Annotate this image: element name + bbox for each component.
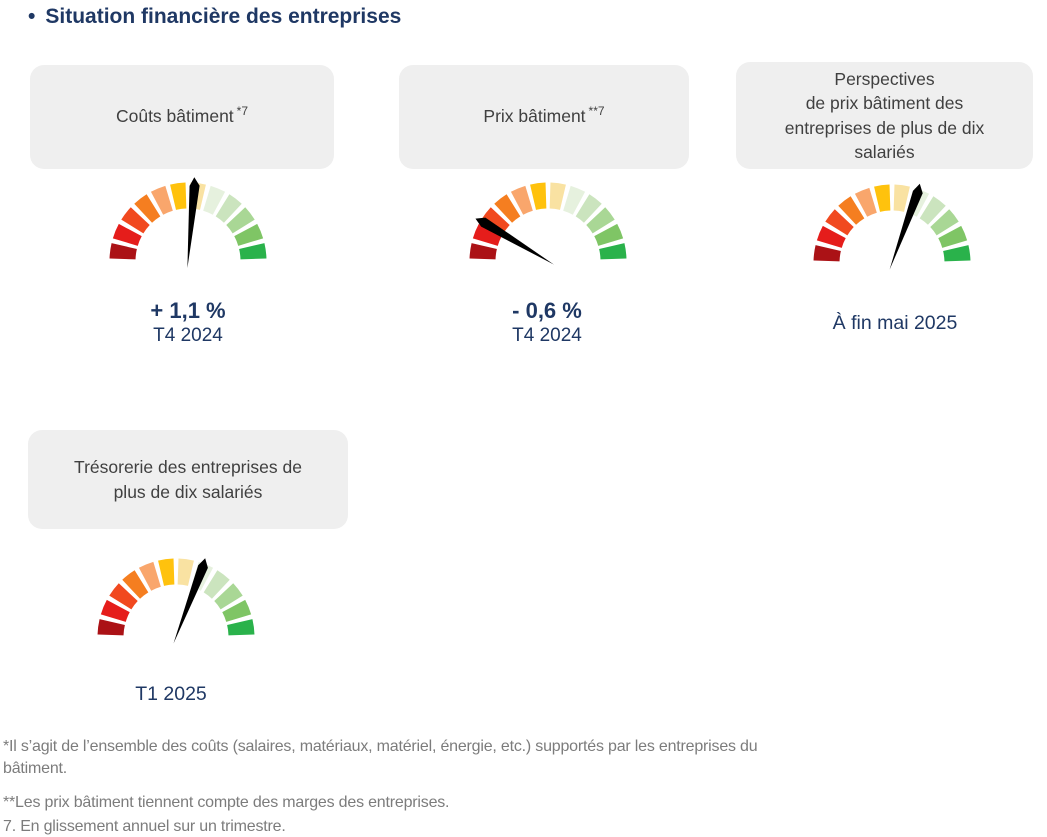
- gauge-period: À fin mai 2025: [832, 312, 958, 334]
- card-title-line: Trésorerie des entreprises de: [74, 457, 302, 477]
- gauge-segment: [121, 207, 150, 234]
- gauge-dial: [813, 183, 971, 270]
- gauge-segment: [158, 558, 175, 586]
- page-title: • Situation financière des entreprises: [28, 5, 401, 29]
- gauge-segment: [930, 209, 959, 236]
- gauge-segment: [594, 223, 624, 247]
- caption-tresorerie: T1 2025: [41, 683, 301, 706]
- caption-couts-batiment: + 1,1 % T4 2024: [58, 298, 318, 347]
- footnote-text: **Les prix bâtiment tiennent compte des …: [3, 794, 450, 811]
- gauge-segment: [816, 225, 846, 249]
- gauge-segment: [562, 185, 586, 215]
- gauge-perspectives-prix: [802, 175, 982, 275]
- footnote-3: 7. En glissement annuel sur un trimestre…: [3, 816, 1013, 837]
- gauge-segment: [813, 245, 841, 262]
- gauge-value: + 1,1 %: [150, 298, 226, 323]
- card-title-line: de prix bâtiment des: [805, 93, 964, 113]
- gauge-segment: [215, 194, 242, 223]
- gauge-segment: [202, 185, 226, 215]
- gauge-segment: [150, 185, 174, 215]
- gauge-needle: [475, 217, 555, 265]
- gauge-tresorerie: [86, 549, 266, 649]
- gauge-segment: [893, 184, 910, 212]
- footnote-text: bâtiment.: [3, 760, 68, 777]
- footnote-2: **Les prix bâtiment tiennent compte des …: [3, 792, 1013, 814]
- card-tresorerie-label: Trésorerie des entreprises de plus de di…: [74, 455, 302, 504]
- card-tresorerie: Trésorerie des entreprises de plus de di…: [28, 430, 348, 529]
- card-title-line: Perspectives: [834, 68, 935, 89]
- gauge-dial: [469, 182, 627, 265]
- card-couts-batiment: Coûts bâtiment *7: [30, 65, 334, 169]
- gauge-dial: [97, 558, 255, 644]
- gauge-needle: [173, 558, 208, 644]
- gauge-segment: [222, 599, 252, 623]
- gauge-segment: [825, 209, 854, 236]
- card-title-text: Coûts bâtiment: [115, 105, 234, 126]
- gauge-segment: [97, 619, 125, 636]
- gauge-segment: [226, 207, 255, 234]
- card-title-line: entreprises de plus de dix: [784, 117, 985, 138]
- gauge-segment: [469, 243, 497, 260]
- card-title-line: plus de dix salariés: [113, 481, 263, 502]
- gauge-segment: [203, 570, 230, 599]
- gauge-segment: [227, 619, 255, 636]
- gauge-needle: [889, 183, 923, 270]
- page-title-text: Situation financière des entreprises: [45, 5, 402, 28]
- card-prix-batiment: Prix bâtiment **7: [399, 65, 689, 169]
- gauge-period: T4 2024: [153, 325, 223, 346]
- card-title-superscript: *7: [236, 103, 249, 118]
- card-title-text: Prix bâtiment: [483, 105, 586, 126]
- gauge-segment: [530, 182, 547, 210]
- card-perspectives-prix: Perspectives de prix bâtiment des entrep…: [736, 62, 1033, 169]
- gauge-segment: [943, 245, 971, 262]
- footnotes: *Il s’agit de l’ensemble des coûts (sala…: [3, 736, 1013, 837]
- gauge-segment: [239, 243, 267, 260]
- gauge-segment: [138, 561, 162, 591]
- gauge-segment: [938, 225, 968, 249]
- gauge-segment: [549, 182, 566, 210]
- gauge-period: T4 2024: [512, 325, 582, 346]
- card-couts-batiment-label: Coûts bâtiment *7: [116, 104, 248, 131]
- gauge-segment: [234, 223, 264, 247]
- gauge-segment: [214, 583, 243, 610]
- gauge-segment: [109, 583, 138, 610]
- gauge-segment: [599, 243, 627, 260]
- gauge-needle: [187, 177, 200, 268]
- gauge-segment: [510, 185, 534, 215]
- card-prix-batiment-label: Prix bâtiment **7: [483, 104, 604, 131]
- gauge-segment: [586, 207, 615, 234]
- card-perspectives-prix-label: Perspectives de prix bâtiment des entrep…: [785, 67, 984, 165]
- gauge-dial: [109, 177, 267, 268]
- card-title-line: salariés: [854, 142, 915, 162]
- card-title-superscript: **7: [588, 103, 605, 118]
- gauge-segment: [177, 558, 194, 586]
- footnote-1: *Il s’agit de l’ensemble des coûts (sala…: [3, 736, 1013, 780]
- gauge-period: T1 2025: [135, 683, 207, 705]
- gauge-value: - 0,6 %: [512, 298, 582, 323]
- caption-prix-batiment: - 0,6 % T4 2024: [417, 298, 677, 347]
- gauge-segment: [100, 599, 130, 623]
- gauge-segment: [854, 187, 878, 217]
- caption-perspectives-prix: À fin mai 2025: [765, 312, 1025, 335]
- gauge-segment: [112, 223, 142, 247]
- bullet-icon: •: [28, 5, 36, 28]
- gauge-segment: [838, 196, 865, 225]
- footnote-text: *Il s’agit de l’ensemble des coûts (sala…: [3, 738, 758, 755]
- gauge-prix-batiment: [458, 173, 638, 273]
- gauge-segment: [122, 570, 149, 599]
- gauge-segment: [134, 194, 161, 223]
- gauge-segment: [472, 223, 502, 247]
- gauge-couts-batiment: [98, 173, 278, 273]
- gauge-segment: [109, 243, 137, 260]
- footnote-text: 7. En glissement annuel sur un trimestre…: [3, 818, 286, 835]
- gauge-segment: [494, 194, 521, 223]
- gauge-segment: [170, 182, 187, 210]
- gauge-segment: [575, 194, 602, 223]
- gauge-segment: [919, 196, 946, 225]
- gauge-segment: [874, 184, 891, 212]
